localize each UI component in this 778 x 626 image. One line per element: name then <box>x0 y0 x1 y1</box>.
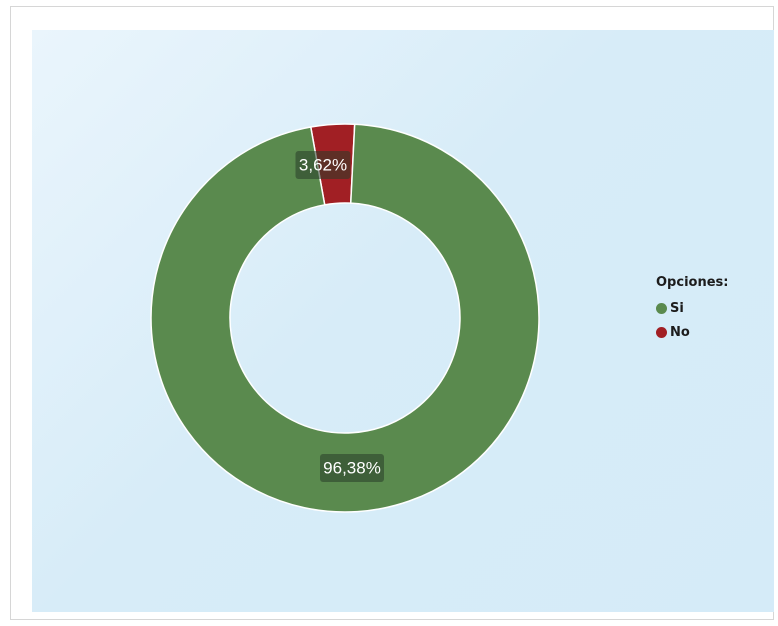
legend-item-no[interactable]: No <box>656 322 728 342</box>
data-label-text-no: 3,62% <box>299 156 347 175</box>
legend-marker-si <box>656 302 667 314</box>
legend-label-no: No <box>670 324 690 340</box>
data-label-si: 96,38% <box>320 454 384 482</box>
data-label-no: 3,62% <box>295 151 351 179</box>
legend-title: Opciones: <box>656 275 729 290</box>
data-label-bg-si <box>320 454 384 482</box>
slices-group <box>150 123 540 513</box>
legend-marker-no <box>656 326 667 338</box>
legend-item-si[interactable]: Si <box>656 298 728 318</box>
slice-si[interactable] <box>150 123 540 513</box>
data-label-bg-no <box>295 151 351 179</box>
legend-label-si: Si <box>670 300 684 316</box>
data-label-text-si: 96,38% <box>323 459 381 478</box>
labels-group: 96,38% 3,62% <box>295 151 384 482</box>
legend: Opciones: Si No <box>656 275 728 346</box>
